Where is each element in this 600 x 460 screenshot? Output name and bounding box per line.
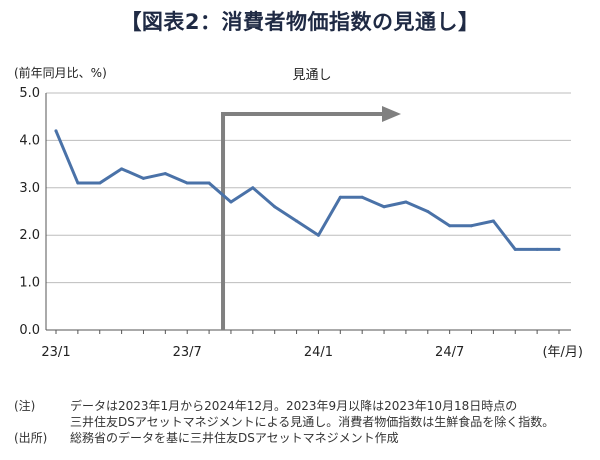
x-tick-label: 23/1 <box>41 345 70 360</box>
note-row: (注) データは2023年1月から2024年12月。2023年9月以降は2023… <box>14 398 594 430</box>
data-point <box>141 176 145 180</box>
x-tick-label: 23/7 <box>173 345 202 360</box>
data-point <box>470 224 474 228</box>
data-point <box>207 181 211 185</box>
y-tick-label: 0.0 <box>19 323 40 338</box>
data-point <box>426 210 430 213</box>
cpi-series-line <box>54 129 561 251</box>
data-point <box>120 167 124 171</box>
note-text-line: データは2023年1月から2024年12月。2023年9月以降は2023年10月… <box>70 399 518 413</box>
chart-title: 【図表2：消費者物価指数の見通し】 <box>120 10 480 34</box>
data-point <box>382 205 386 209</box>
data-point <box>404 200 408 204</box>
x-axis-title: (年/月) <box>542 345 583 360</box>
y-tick-label: 3.0 <box>19 181 40 196</box>
data-point <box>448 224 452 228</box>
y-tick-label: 4.0 <box>19 133 40 148</box>
data-point <box>557 247 561 251</box>
data-point <box>295 219 299 223</box>
data-point <box>316 233 320 237</box>
data-point <box>229 200 233 204</box>
y-tick-label: 2.0 <box>19 228 40 243</box>
forecast-arrow-head <box>382 106 401 122</box>
forecast-label: 見通し <box>292 68 331 83</box>
source-text-line: 総務省のデータを基に三井住友DSアセットマネジメント作成 <box>70 431 399 445</box>
x-tick-label: 24/7 <box>435 345 464 360</box>
data-point <box>338 195 342 199</box>
line-chart: 0.0 1.0 2.0 3.0 4.0 5.0 23/1 23/7 24/1 24/7 (年/月) 見… <box>19 68 583 360</box>
notes-block: (注) データは2023年1月から2024年12月。2023年9月以降は2023… <box>14 398 594 446</box>
y-tick-label: 1.0 <box>19 276 40 291</box>
note-text-line: 三井住友DSアセットマネジメントによる見通し。消費者物価指数は生鮮食品を除く指数… <box>70 415 555 429</box>
data-point <box>535 247 539 251</box>
source-label: (出所) <box>14 431 48 445</box>
y-tick-label: 5.0 <box>19 86 40 101</box>
data-point <box>98 181 102 185</box>
note-label: (注) <box>14 399 36 413</box>
data-point <box>163 172 167 176</box>
data-point <box>491 219 495 223</box>
data-point <box>251 186 255 190</box>
data-point <box>273 205 277 209</box>
y-axis-title: (前年同月比、%) <box>14 66 107 80</box>
data-point <box>54 129 58 133</box>
data-point <box>513 247 517 251</box>
data-point <box>185 181 189 185</box>
data-point <box>360 195 364 199</box>
source-row: (出所) 総務省のデータを基に三井住友DSアセットマネジメント作成 <box>14 430 594 446</box>
x-tick-label: 24/1 <box>304 345 333 360</box>
data-point <box>76 181 80 185</box>
